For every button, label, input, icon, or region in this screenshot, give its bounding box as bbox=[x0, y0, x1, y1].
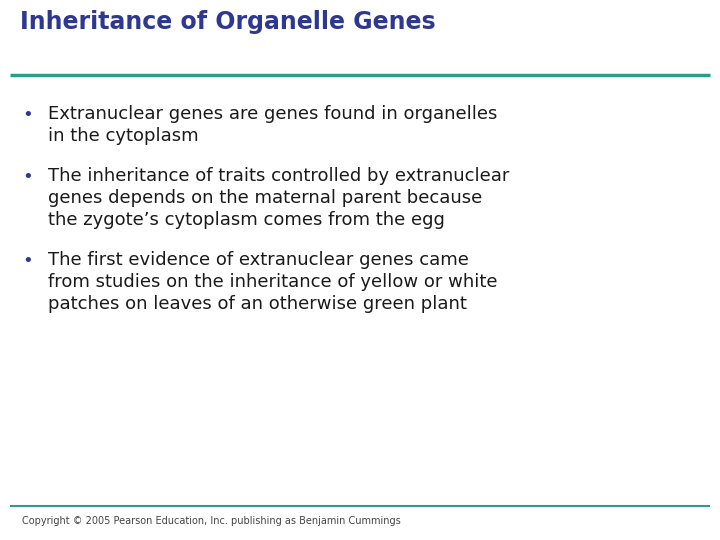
Text: •: • bbox=[22, 168, 32, 186]
Text: in the cytoplasm: in the cytoplasm bbox=[48, 127, 199, 145]
Text: The inheritance of traits controlled by extranuclear: The inheritance of traits controlled by … bbox=[48, 167, 509, 185]
Text: from studies on the inheritance of yellow or white: from studies on the inheritance of yello… bbox=[48, 273, 498, 291]
Text: •: • bbox=[22, 106, 32, 124]
Text: Extranuclear genes are genes found in organelles: Extranuclear genes are genes found in or… bbox=[48, 105, 498, 123]
Text: •: • bbox=[22, 252, 32, 270]
Text: Copyright © 2005 Pearson Education, Inc. publishing as Benjamin Cummings: Copyright © 2005 Pearson Education, Inc.… bbox=[22, 516, 401, 526]
Text: Inheritance of Organelle Genes: Inheritance of Organelle Genes bbox=[20, 10, 436, 34]
Text: patches on leaves of an otherwise green plant: patches on leaves of an otherwise green … bbox=[48, 295, 467, 313]
Text: genes depends on the maternal parent because: genes depends on the maternal parent bec… bbox=[48, 189, 482, 207]
Text: The first evidence of extranuclear genes came: The first evidence of extranuclear genes… bbox=[48, 251, 469, 269]
Text: the zygote’s cytoplasm comes from the egg: the zygote’s cytoplasm comes from the eg… bbox=[48, 211, 445, 229]
